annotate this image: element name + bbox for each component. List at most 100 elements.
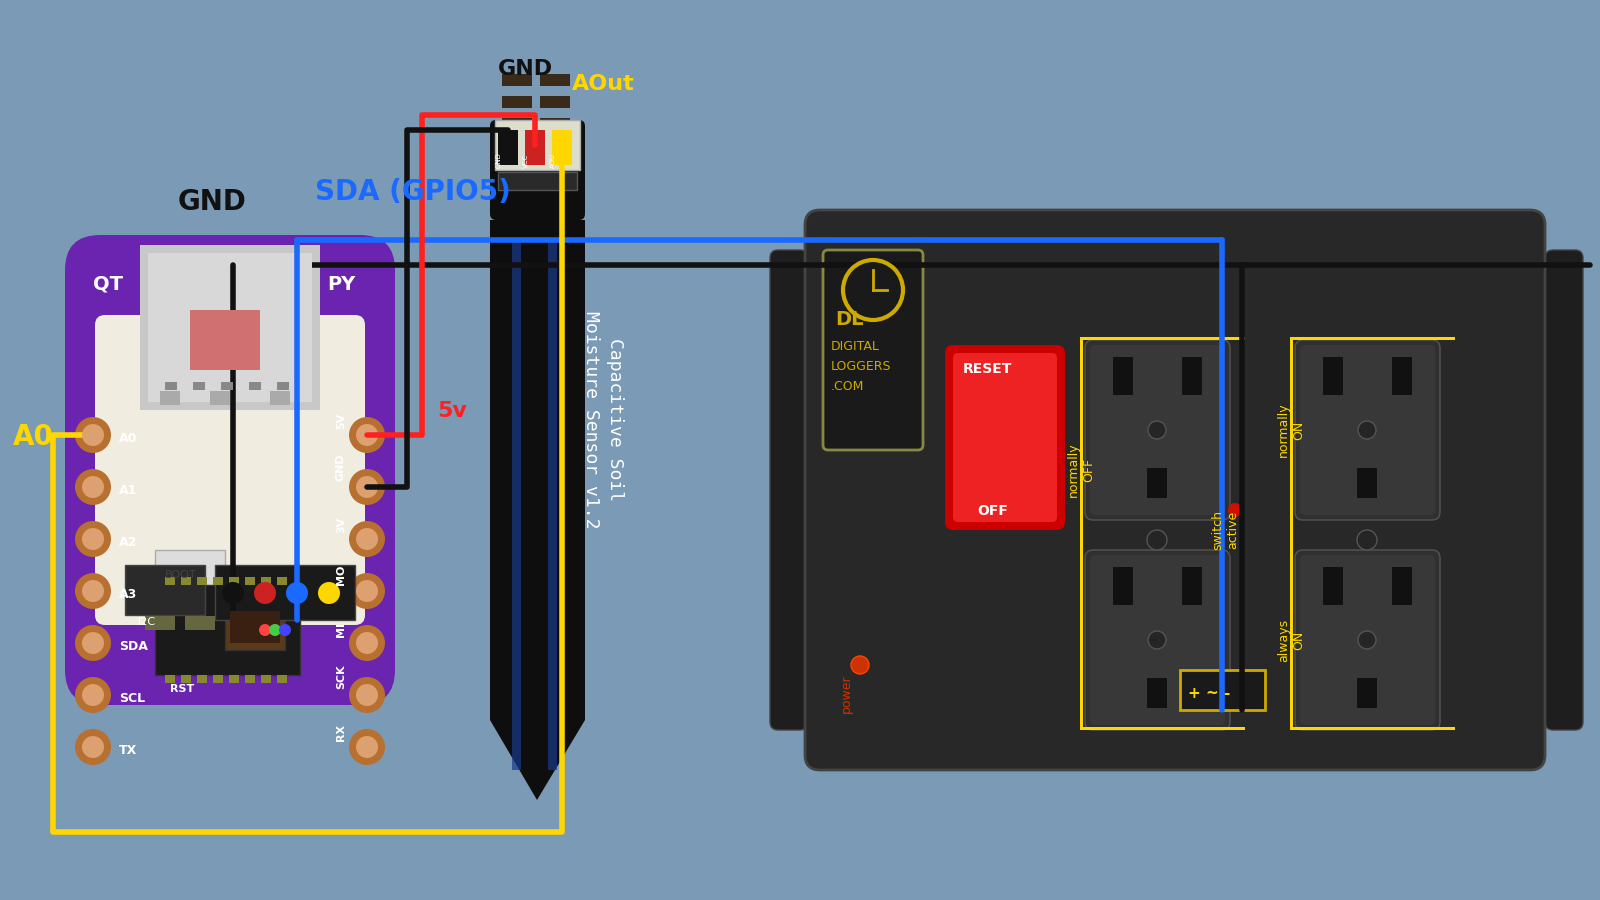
Text: AOut: AOut <box>573 74 635 94</box>
Bar <box>194 382 205 390</box>
Bar <box>229 577 238 585</box>
Bar <box>1182 567 1202 605</box>
Bar <box>502 74 531 86</box>
Circle shape <box>355 424 378 446</box>
Bar <box>494 120 579 170</box>
FancyBboxPatch shape <box>1546 250 1582 730</box>
Bar <box>270 391 290 405</box>
FancyBboxPatch shape <box>1294 340 1440 520</box>
FancyBboxPatch shape <box>1294 550 1440 730</box>
FancyBboxPatch shape <box>1299 555 1435 725</box>
Bar <box>512 240 522 770</box>
Text: AOU: AOU <box>550 153 557 168</box>
FancyBboxPatch shape <box>954 353 1058 522</box>
Bar <box>229 675 238 683</box>
FancyBboxPatch shape <box>946 345 1066 530</box>
Circle shape <box>82 528 104 550</box>
Text: OFF: OFF <box>978 504 1008 518</box>
Circle shape <box>1149 631 1166 649</box>
Text: power: power <box>840 674 853 713</box>
Bar <box>155 550 226 590</box>
Text: A0: A0 <box>118 432 138 445</box>
Circle shape <box>75 677 110 713</box>
Polygon shape <box>490 220 586 800</box>
Bar <box>213 577 222 585</box>
Circle shape <box>286 582 307 604</box>
Text: TX: TX <box>118 744 138 757</box>
Bar <box>1080 340 1083 730</box>
Text: GND: GND <box>498 59 554 79</box>
Bar <box>277 577 286 585</box>
Text: switch
active: switch active <box>1211 510 1238 550</box>
Bar <box>197 675 206 683</box>
Text: SDA (GPIO5): SDA (GPIO5) <box>315 178 510 206</box>
Circle shape <box>222 582 243 604</box>
Circle shape <box>1149 421 1166 439</box>
Circle shape <box>82 424 104 446</box>
FancyBboxPatch shape <box>1090 345 1226 515</box>
Text: RST: RST <box>170 684 194 694</box>
Bar <box>1323 357 1342 395</box>
Text: I2C: I2C <box>138 617 157 627</box>
Bar <box>165 577 174 585</box>
Text: normally
OFF: normally OFF <box>1067 443 1094 498</box>
Bar <box>1114 567 1133 605</box>
FancyBboxPatch shape <box>94 315 365 625</box>
Circle shape <box>75 469 110 505</box>
Circle shape <box>355 476 378 498</box>
Text: SDA: SDA <box>118 640 147 653</box>
Bar <box>277 382 290 390</box>
Circle shape <box>349 677 386 713</box>
Text: A3: A3 <box>118 588 138 601</box>
Text: BOOT: BOOT <box>165 570 197 580</box>
Bar <box>213 675 222 683</box>
Bar <box>1114 357 1133 395</box>
FancyBboxPatch shape <box>1299 345 1435 515</box>
Bar <box>186 616 214 630</box>
FancyBboxPatch shape <box>1085 340 1230 520</box>
Circle shape <box>1358 421 1376 439</box>
Bar <box>1080 337 1245 340</box>
Bar <box>1323 567 1342 605</box>
Bar <box>141 245 320 410</box>
Circle shape <box>851 656 869 674</box>
Bar <box>541 118 570 130</box>
Text: DL: DL <box>835 310 864 329</box>
Text: 5v: 5v <box>437 401 467 421</box>
Bar <box>1147 468 1166 498</box>
Bar <box>1392 567 1413 605</box>
Circle shape <box>75 573 110 609</box>
FancyBboxPatch shape <box>1085 550 1230 730</box>
FancyBboxPatch shape <box>822 250 923 450</box>
Circle shape <box>82 632 104 654</box>
Text: VCC: VCC <box>523 154 530 168</box>
Bar <box>250 382 261 390</box>
Bar <box>230 611 280 643</box>
Bar <box>1357 678 1378 708</box>
Bar <box>210 391 230 405</box>
Circle shape <box>349 469 386 505</box>
Text: DIGITAL: DIGITAL <box>830 340 880 353</box>
Bar <box>261 675 270 683</box>
Bar <box>498 142 578 160</box>
Circle shape <box>843 260 902 320</box>
Text: Capacitive Soil
Moisture Sensor v1.2: Capacitive Soil Moisture Sensor v1.2 <box>582 311 624 529</box>
Text: A0: A0 <box>13 423 53 451</box>
Circle shape <box>355 736 378 758</box>
Circle shape <box>75 625 110 661</box>
Bar <box>190 310 259 370</box>
Circle shape <box>1147 530 1166 550</box>
Circle shape <box>1358 631 1376 649</box>
Bar <box>525 130 546 165</box>
Circle shape <box>349 729 386 765</box>
Bar <box>181 675 190 683</box>
Circle shape <box>349 521 386 557</box>
Bar <box>165 675 174 683</box>
Bar <box>1290 340 1293 730</box>
Text: A1: A1 <box>118 484 138 497</box>
Text: GND: GND <box>336 454 346 481</box>
Text: .COM: .COM <box>830 380 864 393</box>
Circle shape <box>318 582 339 604</box>
Circle shape <box>82 476 104 498</box>
Bar <box>1290 727 1454 730</box>
